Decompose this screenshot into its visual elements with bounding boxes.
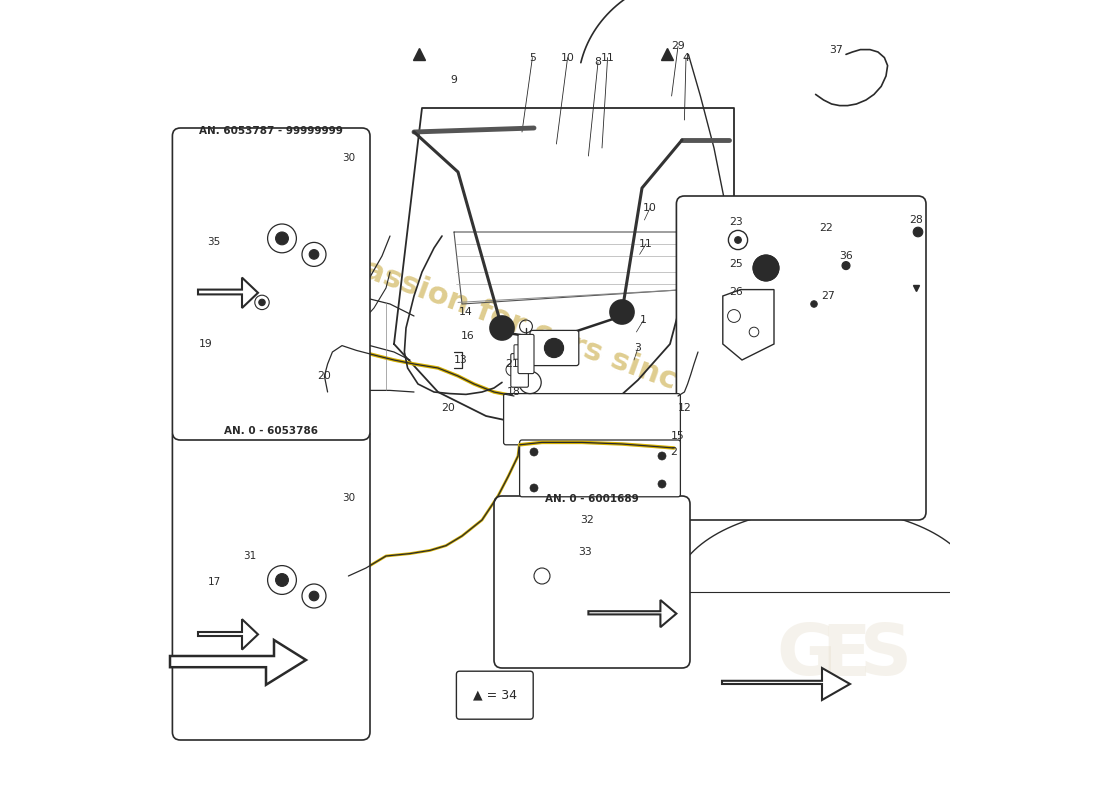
Circle shape bbox=[496, 322, 508, 334]
Text: E: E bbox=[822, 622, 871, 690]
Text: AN. 0 - 6001689: AN. 0 - 6001689 bbox=[546, 494, 639, 504]
Text: 9: 9 bbox=[451, 75, 458, 85]
Text: 32: 32 bbox=[580, 515, 594, 525]
Polygon shape bbox=[170, 640, 306, 685]
FancyBboxPatch shape bbox=[504, 394, 681, 445]
Text: 11: 11 bbox=[601, 53, 615, 62]
Text: 25: 25 bbox=[729, 259, 744, 269]
Text: 22: 22 bbox=[820, 223, 833, 233]
Circle shape bbox=[616, 306, 628, 318]
Polygon shape bbox=[588, 600, 676, 627]
Text: 20: 20 bbox=[318, 371, 331, 381]
Circle shape bbox=[544, 338, 563, 358]
Text: 30: 30 bbox=[342, 153, 355, 162]
Circle shape bbox=[530, 448, 538, 456]
FancyBboxPatch shape bbox=[518, 334, 534, 374]
Text: 5: 5 bbox=[529, 53, 536, 62]
Polygon shape bbox=[722, 668, 850, 700]
Text: 11: 11 bbox=[639, 239, 653, 249]
Text: 31: 31 bbox=[243, 551, 256, 561]
Text: S: S bbox=[860, 622, 912, 690]
Circle shape bbox=[913, 227, 923, 237]
Text: 33: 33 bbox=[579, 547, 592, 557]
Text: 26: 26 bbox=[729, 287, 744, 297]
Circle shape bbox=[610, 300, 634, 324]
Text: a passion for cars since 1965: a passion for cars since 1965 bbox=[310, 237, 790, 435]
Circle shape bbox=[490, 316, 514, 340]
Text: G: G bbox=[777, 622, 836, 690]
Text: 28: 28 bbox=[909, 215, 923, 225]
FancyBboxPatch shape bbox=[530, 330, 579, 366]
Circle shape bbox=[309, 250, 319, 259]
Text: 14: 14 bbox=[459, 307, 473, 317]
Text: 13: 13 bbox=[453, 355, 468, 365]
FancyBboxPatch shape bbox=[676, 196, 926, 520]
Text: 4: 4 bbox=[683, 53, 690, 62]
Text: 16: 16 bbox=[461, 331, 474, 341]
Circle shape bbox=[658, 452, 666, 460]
Text: 1: 1 bbox=[640, 315, 647, 325]
Text: 27: 27 bbox=[822, 291, 835, 301]
FancyBboxPatch shape bbox=[494, 496, 690, 668]
Text: 30: 30 bbox=[342, 493, 355, 502]
Polygon shape bbox=[198, 278, 258, 308]
FancyBboxPatch shape bbox=[514, 345, 527, 359]
Text: 18: 18 bbox=[507, 387, 521, 397]
Text: ▲ = 34: ▲ = 34 bbox=[473, 689, 517, 702]
Text: 19: 19 bbox=[199, 339, 213, 349]
Text: 2: 2 bbox=[671, 447, 678, 457]
Circle shape bbox=[754, 255, 779, 281]
Text: 15: 15 bbox=[671, 431, 685, 441]
Text: 36: 36 bbox=[839, 251, 853, 261]
Circle shape bbox=[530, 484, 538, 492]
Text: AN. 0 - 6053786: AN. 0 - 6053786 bbox=[224, 426, 318, 437]
Circle shape bbox=[549, 343, 559, 353]
Text: 21: 21 bbox=[506, 359, 519, 369]
Circle shape bbox=[309, 591, 319, 601]
FancyBboxPatch shape bbox=[510, 354, 528, 387]
Text: 10: 10 bbox=[561, 53, 574, 62]
Text: 3: 3 bbox=[635, 343, 641, 353]
Text: 35: 35 bbox=[208, 237, 221, 246]
Circle shape bbox=[276, 574, 288, 586]
FancyBboxPatch shape bbox=[173, 128, 370, 440]
Circle shape bbox=[658, 480, 666, 488]
FancyBboxPatch shape bbox=[456, 671, 534, 719]
Text: 10: 10 bbox=[644, 203, 657, 213]
Polygon shape bbox=[198, 619, 258, 650]
Text: 37: 37 bbox=[829, 45, 844, 54]
Circle shape bbox=[811, 301, 817, 307]
Circle shape bbox=[735, 237, 741, 243]
Circle shape bbox=[258, 299, 265, 306]
Text: 20: 20 bbox=[441, 403, 455, 413]
Text: 12: 12 bbox=[678, 403, 691, 413]
FancyBboxPatch shape bbox=[519, 440, 681, 497]
Polygon shape bbox=[723, 290, 774, 360]
FancyBboxPatch shape bbox=[173, 428, 370, 740]
Text: 23: 23 bbox=[729, 218, 744, 227]
Text: 29: 29 bbox=[671, 42, 685, 51]
Text: 17: 17 bbox=[208, 578, 221, 587]
Circle shape bbox=[842, 262, 850, 270]
Text: AN. 6053787 - 99999999: AN. 6053787 - 99999999 bbox=[199, 126, 343, 136]
Text: 8: 8 bbox=[595, 58, 602, 67]
Circle shape bbox=[276, 232, 288, 245]
